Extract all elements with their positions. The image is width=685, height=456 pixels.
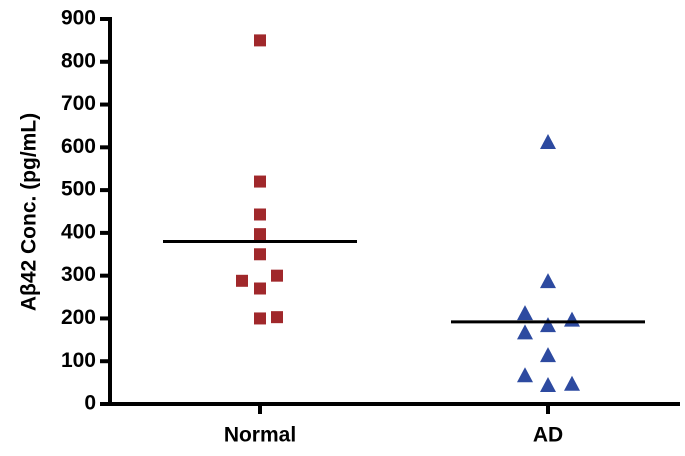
point [540,134,556,150]
point [540,347,556,363]
point [254,228,266,241]
point [564,311,580,327]
y-tick-label: 100 [61,349,96,372]
y-tick-label: 300 [61,263,96,286]
point [236,274,248,287]
point [540,317,556,333]
y-tick-label: 400 [61,220,96,243]
point [254,175,266,188]
point [517,367,533,383]
point [254,282,266,295]
point [254,34,266,47]
y-tick-label: 800 [61,49,96,72]
point [540,273,556,289]
point [517,305,533,321]
y-tick-label: 500 [61,178,96,201]
point [254,312,266,325]
point [271,311,283,324]
point [517,324,533,340]
y-tick-label: 0 [84,392,96,415]
point [564,375,580,391]
point [540,377,556,393]
y-axis-label: Aβ42 Conc. (pg/mL) [18,113,41,311]
x-tick-label: Normal [224,424,296,447]
y-tick-label: 600 [61,135,96,158]
y-tick-label: 700 [61,92,96,115]
point [254,248,266,261]
point [254,208,266,221]
y-tick-label: 900 [61,7,96,30]
point [271,269,283,282]
x-tick-label: AD [533,424,563,447]
y-tick-label: 200 [61,306,96,329]
